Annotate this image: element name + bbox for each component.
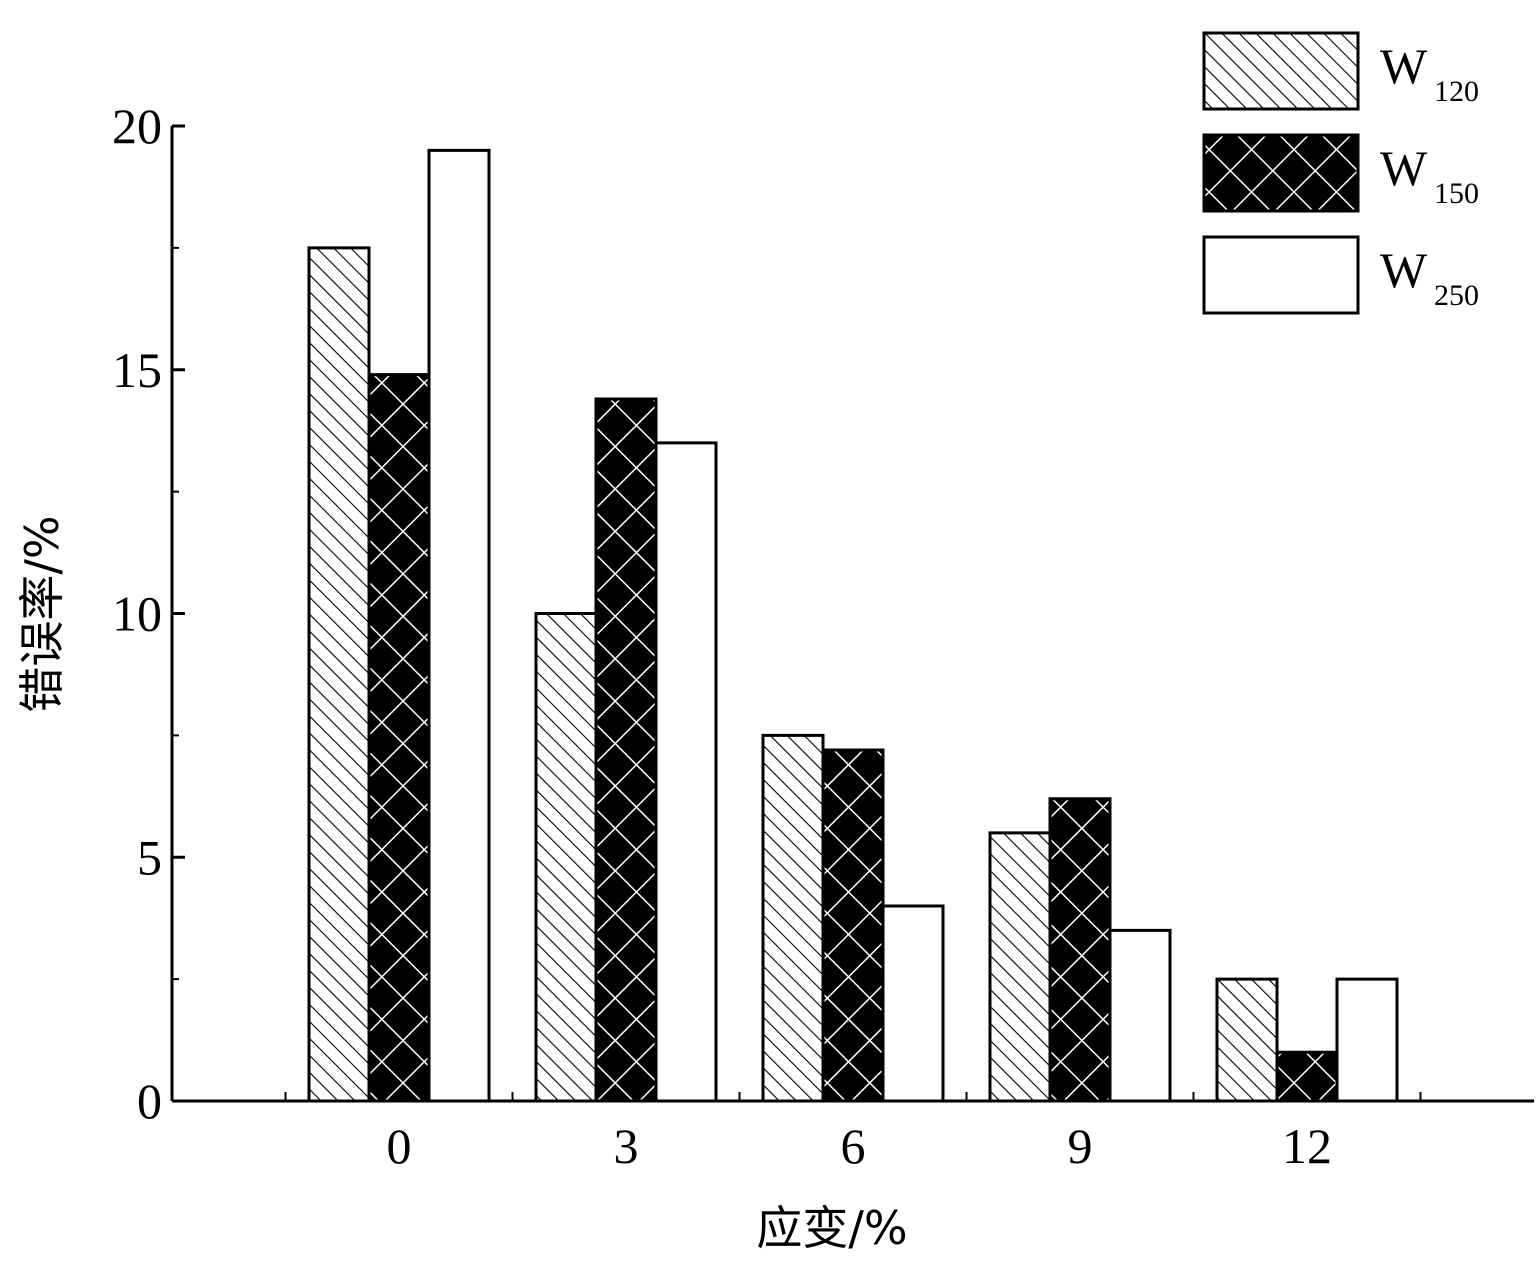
- legend-label: W: [1380, 242, 1428, 298]
- y-tick-label: 5: [137, 829, 162, 885]
- legend-label-subscript: 150: [1434, 177, 1479, 210]
- x-tick-label: 0: [387, 1118, 412, 1174]
- bar-W120-0: [307, 246, 371, 1103]
- bar-W150-9: [1048, 797, 1112, 1103]
- legend-label-subscript: 120: [1434, 75, 1479, 108]
- y-axis-title: 错误率/%: [15, 515, 69, 712]
- x-tick-label: 3: [614, 1118, 639, 1174]
- bars: [307, 148, 1399, 1103]
- bar-W250-9: [1108, 928, 1172, 1103]
- x-tick-label: 12: [1282, 1118, 1332, 1174]
- bar-W250-6: [881, 904, 945, 1103]
- y-tick-label: 15: [112, 342, 162, 398]
- bar-W150-6: [821, 748, 885, 1103]
- bar-W150-12: [1275, 1050, 1339, 1103]
- bar-W250-12: [1335, 977, 1399, 1103]
- x-tick-label: 6: [841, 1118, 866, 1174]
- x-tick-label: 9: [1068, 1118, 1093, 1174]
- y-tick-label: 20: [112, 98, 162, 154]
- bar-W250-3: [654, 441, 718, 1103]
- bar-W250-0: [427, 148, 491, 1103]
- bar-W120-9: [988, 831, 1052, 1103]
- legend-swatch: [1202, 235, 1360, 315]
- y-tick-label: 0: [137, 1073, 162, 1129]
- legend-swatch: [1202, 31, 1360, 111]
- legend-label: W: [1380, 38, 1428, 94]
- x-axis-title: 应变/%: [756, 1201, 907, 1255]
- legend-label-subscript: 250: [1434, 279, 1479, 312]
- bar-W150-0: [367, 373, 431, 1103]
- y-ticks: 0 5 10 15 20: [112, 98, 185, 1129]
- bar-W150-3: [594, 397, 658, 1103]
- y-tick-label: 10: [112, 586, 162, 642]
- legend-label: W: [1380, 140, 1428, 196]
- bar-W120-12: [1215, 977, 1279, 1103]
- bar-W120-3: [534, 612, 598, 1103]
- legend-swatch: [1202, 133, 1360, 213]
- x-ticks: 0 3 6 9 12: [284, 1092, 1422, 1174]
- bar-W120-6: [761, 733, 825, 1103]
